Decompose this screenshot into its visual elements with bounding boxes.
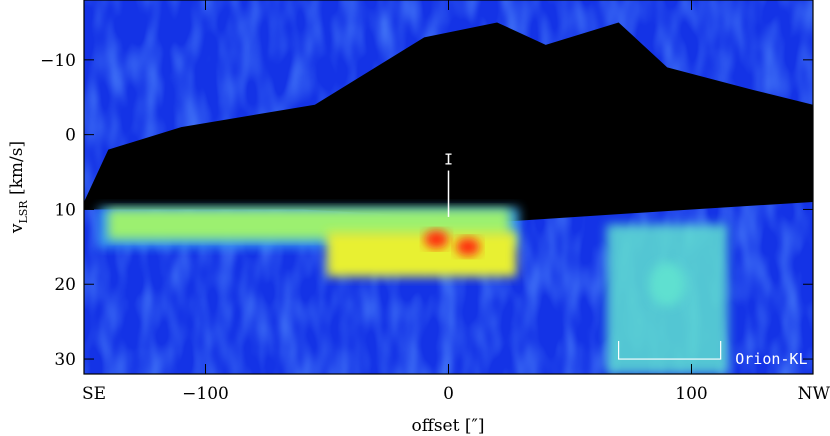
annotation-marker-label: I: [444, 151, 453, 169]
y-tick-label: 0: [65, 126, 76, 146]
y-tick-label: 10: [54, 200, 76, 220]
x-axis-label: offset [″]: [412, 416, 485, 436]
x-tick-label: 0: [443, 384, 454, 404]
y-tick-label: 30: [54, 350, 76, 370]
y-axis-label-unit: [km/s]: [7, 141, 27, 201]
y-axis-label-subscript: LSR: [17, 200, 30, 224]
emission-ridge-core-1: [327, 231, 517, 277]
emission-knot-3: [455, 237, 480, 256]
y-axis-label-v: v: [7, 223, 27, 234]
y-tick-label: 20: [54, 275, 76, 295]
x-end-label-left: SE: [82, 384, 106, 404]
x-tick-label: 100: [675, 384, 707, 404]
emission-knot-2: [424, 230, 449, 249]
orion-kl-plume-core-4: [649, 262, 686, 307]
x-end-label-right: NW: [798, 384, 830, 404]
x-axis: −100 0 100 SE NW: [82, 0, 830, 404]
y-axis-label: vLSR [km/s]: [7, 141, 30, 234]
annotations: I Orion-KL: [444, 151, 808, 368]
orion-kl-label: Orion-KL: [735, 350, 807, 368]
absorption-band-0: [84, 22, 813, 232]
orion-kl-bracket: [618, 341, 722, 360]
y-tick-label: −10: [40, 51, 76, 71]
x-tick-label: −100: [182, 384, 229, 404]
y-axis: −10 0 10 20 30: [40, 51, 813, 370]
emission-features: [84, 22, 813, 374]
